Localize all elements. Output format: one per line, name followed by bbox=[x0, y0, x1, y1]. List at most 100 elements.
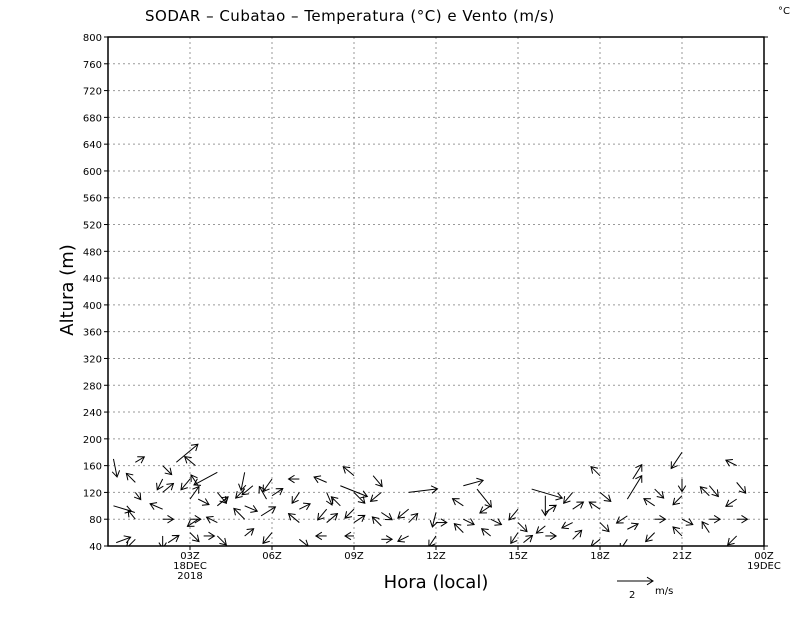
x-tick-label: 18DEC bbox=[173, 561, 207, 572]
wind-vector bbox=[340, 485, 369, 499]
x-tick-label: 06Z bbox=[262, 551, 282, 562]
x-tick-label: 12Z bbox=[426, 551, 446, 562]
y-axis-ticks: 40 80 120 160 200 240 280 320 360 400 440 480 520 560… bbox=[83, 33, 768, 553]
wind-vector bbox=[736, 515, 749, 524]
wind-vector bbox=[158, 535, 167, 546]
reference-vector: 2 m/s bbox=[617, 576, 673, 601]
x-tick-label: 19DEC bbox=[747, 561, 781, 572]
y-tick-label: 240 bbox=[83, 408, 102, 419]
wind-vector bbox=[125, 472, 136, 483]
wind-vector bbox=[135, 456, 146, 464]
wind-vector bbox=[262, 532, 273, 545]
x-tick-label: 03Z bbox=[180, 551, 200, 562]
wind-vector bbox=[344, 531, 354, 541]
wind-vector bbox=[180, 478, 191, 491]
wind-vector bbox=[615, 515, 628, 524]
wind-vector bbox=[590, 466, 601, 477]
x-tick-label: 00Z bbox=[754, 551, 774, 562]
wind-vector bbox=[287, 474, 300, 484]
wind-vector bbox=[371, 516, 382, 527]
wind-vector bbox=[326, 512, 339, 523]
wind-vector bbox=[133, 492, 142, 501]
wind-vector bbox=[480, 528, 491, 537]
wind-vector bbox=[189, 485, 200, 500]
wind-vector bbox=[708, 485, 719, 498]
wind-vector bbox=[330, 496, 341, 507]
wind-vector bbox=[463, 518, 475, 526]
wind-vector bbox=[408, 512, 419, 523]
wind-vector bbox=[672, 495, 683, 506]
wind-vector bbox=[193, 471, 218, 486]
y-tick-label: 480 bbox=[83, 247, 102, 258]
wind-vector bbox=[381, 512, 393, 521]
chart-title: SODAR – Cubatao – Temperatura (°C) e Ven… bbox=[145, 7, 555, 25]
wind-vector bbox=[126, 538, 136, 546]
reference-magnitude: 2 bbox=[629, 590, 635, 601]
wind-vector bbox=[429, 512, 438, 528]
y-tick-label: 120 bbox=[83, 488, 102, 499]
wind-vector bbox=[599, 522, 610, 533]
wind-vector bbox=[241, 485, 254, 496]
wind-vector bbox=[271, 488, 284, 497]
wind-vector bbox=[353, 492, 366, 504]
wind-vector bbox=[205, 515, 218, 524]
wind-vector bbox=[186, 518, 199, 527]
wind-vector bbox=[233, 507, 246, 520]
wind-vector bbox=[216, 535, 227, 546]
y-axis-title: Altura (m) bbox=[57, 244, 78, 336]
wind-vector bbox=[572, 501, 585, 510]
wind-vector bbox=[190, 474, 199, 487]
wind-vector bbox=[451, 498, 464, 507]
wind-vector bbox=[127, 509, 136, 520]
y-tick-label: 640 bbox=[83, 140, 102, 151]
wind-vector bbox=[428, 535, 437, 546]
grid-lines bbox=[108, 37, 764, 546]
wind-vector bbox=[563, 492, 574, 504]
wind-vector bbox=[535, 525, 546, 534]
wind-vector bbox=[314, 531, 327, 541]
wind-vector bbox=[436, 518, 448, 527]
wind-vector bbox=[111, 458, 121, 478]
wind-vector bbox=[244, 505, 259, 513]
wind-vector bbox=[244, 528, 255, 537]
wind-vector bbox=[238, 472, 247, 492]
wind-vector bbox=[162, 482, 175, 493]
wind-vector bbox=[397, 535, 409, 543]
x-tick-label: 21Z bbox=[672, 551, 692, 562]
x-tick-label: 18Z bbox=[590, 551, 610, 562]
y-tick-label: 720 bbox=[83, 87, 102, 98]
wind-vector bbox=[189, 532, 200, 543]
wind-vector bbox=[203, 531, 216, 541]
wind-vector bbox=[156, 478, 164, 491]
wind-vector bbox=[681, 518, 694, 526]
y-tick-label: 560 bbox=[83, 194, 102, 205]
y-tick-label: 440 bbox=[83, 274, 102, 285]
wind-vector bbox=[317, 508, 328, 521]
wind-vector bbox=[372, 475, 383, 488]
wind-vectors bbox=[111, 443, 749, 546]
wind-vector bbox=[531, 488, 564, 501]
wind-vector bbox=[545, 531, 558, 541]
wind-vector bbox=[643, 498, 655, 507]
y-tick-label: 160 bbox=[83, 462, 102, 473]
wind-vector bbox=[670, 451, 683, 470]
wind-vector bbox=[510, 532, 519, 545]
wind-vector bbox=[654, 488, 665, 499]
wind-vector bbox=[508, 508, 519, 521]
wind-vector bbox=[149, 502, 163, 510]
wind-vector bbox=[490, 518, 503, 526]
wind-vector bbox=[381, 535, 394, 544]
y-tick-label: 760 bbox=[83, 60, 102, 71]
wind-vector bbox=[313, 475, 327, 484]
wind-vector bbox=[344, 508, 355, 519]
wind-vector bbox=[626, 474, 643, 500]
wind-vector bbox=[541, 495, 550, 517]
x-tick-label: 15Z bbox=[508, 551, 528, 562]
wind-vector bbox=[645, 532, 656, 543]
y-tick-label: 320 bbox=[83, 354, 102, 365]
wind-vector bbox=[701, 521, 710, 533]
wind-vector bbox=[353, 514, 366, 523]
wind-vector bbox=[627, 522, 639, 531]
